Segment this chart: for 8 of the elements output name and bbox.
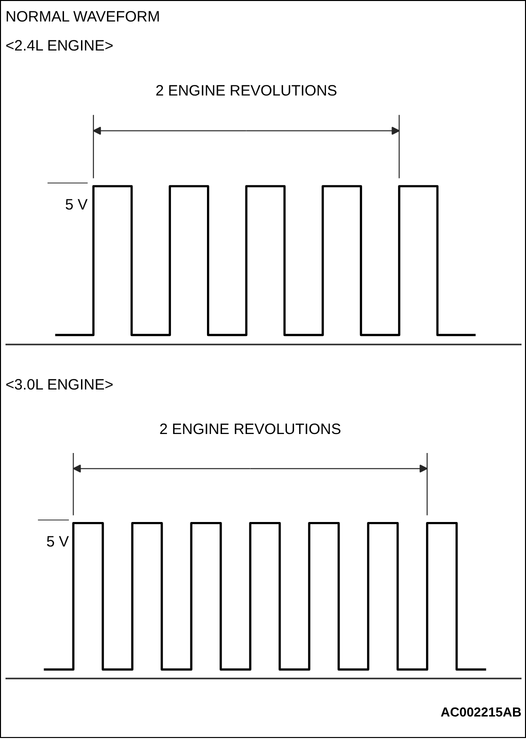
- text: AC002215AB: [440, 704, 522, 720]
- annotation: 5 V: [65, 196, 88, 214]
- text: 2 ENGINE REVOLUTIONS: [159, 421, 342, 438]
- annotation: 5 V: [46, 533, 69, 550]
- chart-subtitle: <2.4L ENGINE>: [6, 38, 114, 54]
- text: 2 ENGINE REVOLUTIONS: [155, 82, 338, 100]
- chart-title: <3.0L ENGINE>: [6, 376, 114, 394]
- chart-title: NORMAL WAVEFORM: [6, 8, 160, 26]
